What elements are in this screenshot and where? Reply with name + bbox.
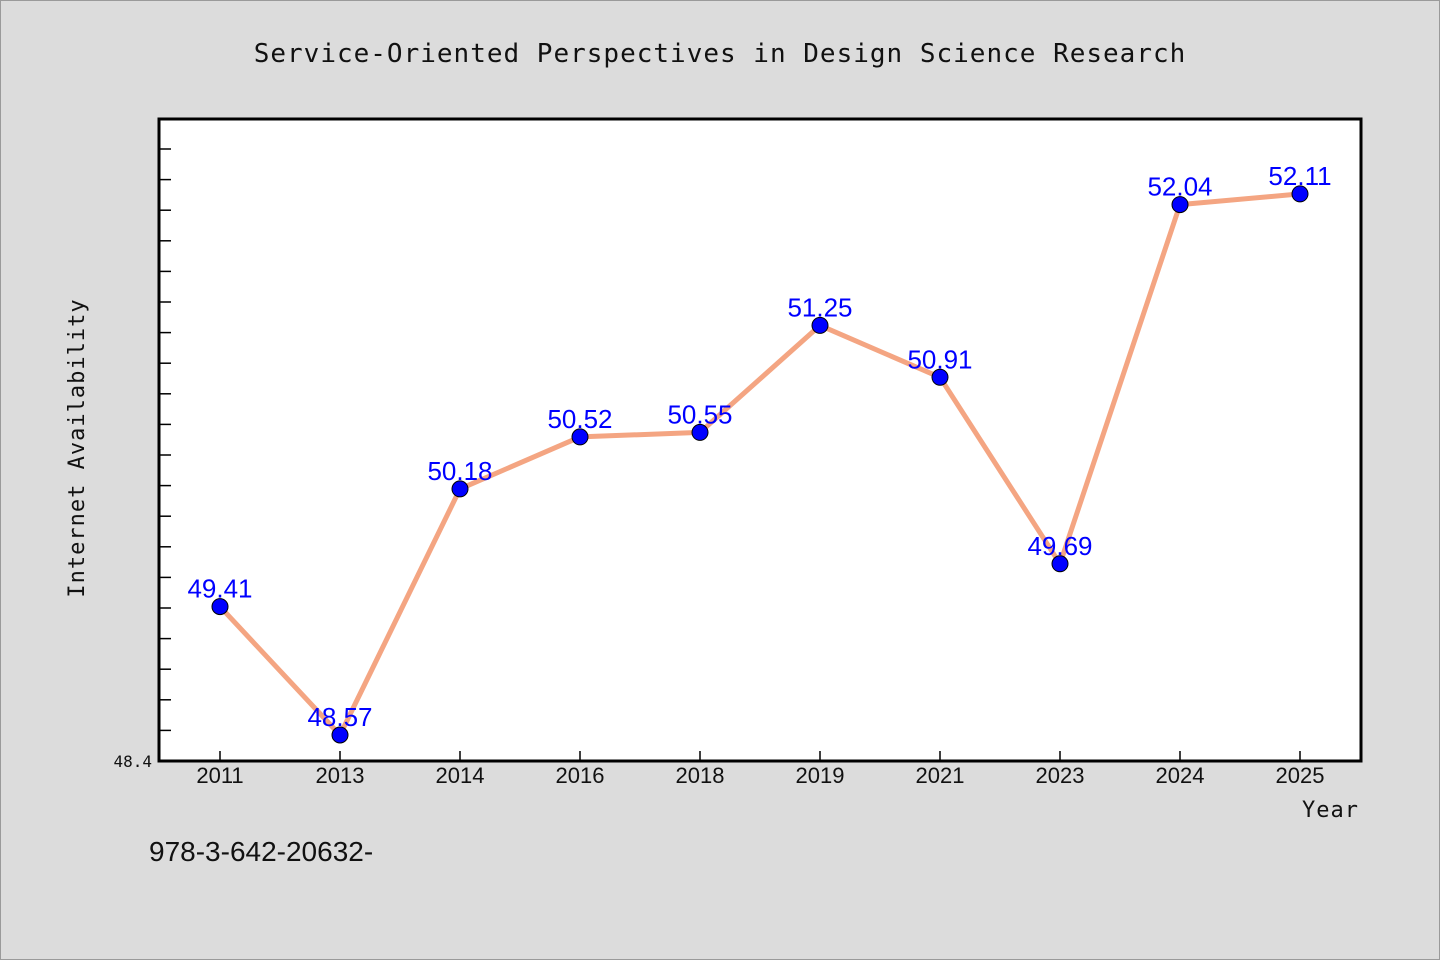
footer-text: 978-3-642-20632- — [149, 836, 373, 867]
data-point-marker — [691, 423, 709, 441]
x-tick-label: 2018 — [676, 763, 725, 788]
x-tick-label: 2023 — [1036, 763, 1085, 788]
data-point-marker — [811, 316, 829, 334]
data-point-label: 50.91 — [907, 344, 972, 374]
x-tick-label: 2014 — [436, 763, 485, 788]
data-point-label: 48.57 — [307, 702, 372, 732]
chart-title: Service-Oriented Perspectives in Design … — [254, 39, 1187, 69]
plot-area — [157, 117, 1363, 763]
data-point-label: 49.69 — [1027, 531, 1092, 561]
x-axis-ticks — [219, 751, 1301, 761]
x-tick-label: 2024 — [1156, 763, 1205, 788]
data-point-label: 51.25 — [787, 292, 852, 322]
series-line — [217, 191, 1303, 738]
data-point-marker — [1171, 196, 1189, 214]
data-point-marker — [1051, 555, 1069, 573]
y-axis-ticks — [159, 148, 171, 732]
x-tick-label: 2019 — [796, 763, 845, 788]
data-point-marker — [931, 368, 949, 386]
data-point-label: 52.04 — [1147, 172, 1212, 202]
x-tick-label: 2013 — [316, 763, 365, 788]
data-point-label: 50.55 — [667, 399, 732, 429]
x-tick-label: 2025 — [1276, 763, 1325, 788]
data-point-marker — [1291, 185, 1309, 203]
data-point-label: 50.18 — [427, 456, 492, 486]
y-tick-label: 48.4 — [113, 752, 152, 771]
y-axis-label: Internet Availability — [65, 298, 90, 597]
data-point-marker — [571, 428, 589, 446]
data-point-marker — [211, 598, 229, 616]
x-axis-label: Year — [1302, 798, 1359, 823]
data-point-label: 52.11 — [1268, 161, 1331, 191]
data-point-marker — [331, 726, 349, 744]
data-point-label: 49.41 — [187, 574, 252, 604]
data-labels: 49.41 48.57 50.18 50.52 50.55 51.25 50.91 49.69… — [187, 161, 1331, 732]
data-point-label: 50.52 — [547, 404, 612, 434]
x-tick-label: 2021 — [916, 763, 965, 788]
x-tick-labels: 2011 2013 2014 2016 2018 2019 2021 2023 2024 2025 — [196, 763, 1324, 788]
data-point-marker — [451, 480, 469, 498]
x-tick-label: 2011 — [196, 763, 243, 788]
x-tick-label: 2016 — [556, 763, 605, 788]
series-markers — [211, 185, 1309, 744]
